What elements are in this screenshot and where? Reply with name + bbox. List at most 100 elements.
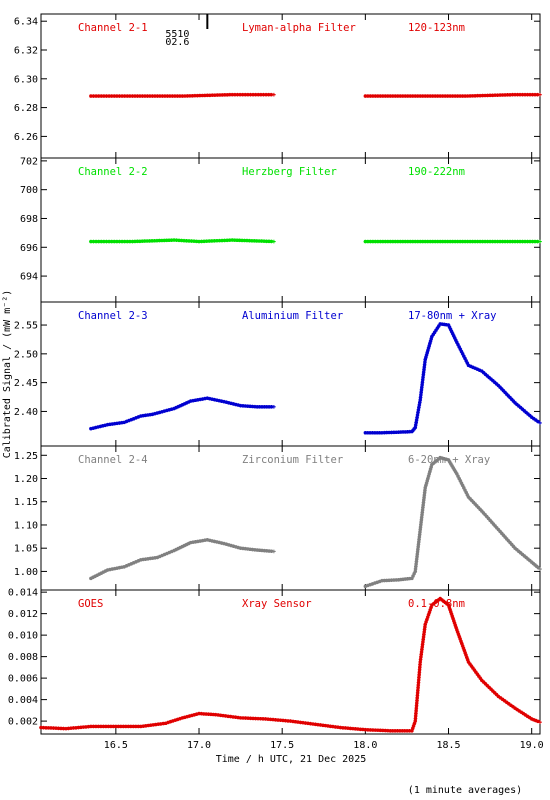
data-point [128,94,132,98]
data-point [141,413,145,418]
data-point [225,92,230,97]
data-point [212,539,217,544]
y-tick-label: 702 [20,156,38,167]
data-point [303,721,308,725]
data-point [456,342,460,347]
data-point [538,239,542,244]
data-point [250,404,255,409]
data-point [348,726,353,731]
data-point [481,511,486,515]
data-point [157,410,162,415]
data-point [448,239,452,244]
data-point [318,723,323,727]
data-point [438,455,442,460]
data-point [488,239,492,244]
data-point [383,239,388,244]
data-point [487,685,491,690]
data-point [466,660,471,664]
data-point [431,461,436,465]
data-point [193,540,198,544]
data-point [173,718,178,722]
panel-label: GOES [78,598,103,610]
data-point [518,405,523,410]
data-point [238,716,243,720]
data-point [424,355,428,360]
data-point [115,566,119,570]
data-point [119,724,123,729]
data-point [377,430,382,435]
data-point [102,239,106,244]
data-point [375,430,380,435]
data-point [426,474,431,478]
data-point [108,422,112,427]
data-point [480,93,485,98]
panel-label: 6-20nm + Xray [408,454,490,466]
data-point [184,542,189,547]
data-point [408,94,413,98]
data-point [479,678,484,683]
data-point [235,92,240,97]
data-point [400,94,405,98]
data-point [395,728,400,733]
data-point [358,727,363,732]
data-point [481,370,486,375]
data-point [450,94,455,98]
y-tick-label: 0.010 [8,631,38,642]
data-point [168,719,173,724]
data-point [496,383,501,388]
data-point [150,94,155,98]
data-point [248,716,253,721]
data-point [528,413,532,418]
data-point [248,547,252,552]
data-point [134,724,138,729]
y-tick-label: 1.20 [14,474,38,485]
data-point [150,239,154,243]
data-point [253,404,257,409]
data-point [420,645,425,649]
data-point [200,397,205,401]
data-point [371,239,375,244]
data-point [162,552,167,557]
data-point [262,239,266,243]
data-point [353,727,358,731]
footnote: (1 minute averages) [408,785,522,796]
data-point [255,548,260,552]
data-point [483,512,487,517]
data-point [221,713,225,718]
data-point [240,92,245,97]
data-point [147,239,152,243]
data-point [165,408,169,413]
data-point [425,615,430,619]
data-point [236,403,241,407]
data-point [418,657,423,662]
data-point [235,238,239,243]
data-point [538,720,542,724]
data-point [250,547,255,552]
data-point [169,549,174,554]
data-point [528,92,532,97]
data-point [418,94,423,98]
data-point [465,657,470,662]
data-point [363,584,368,589]
data-point [414,420,418,425]
x-axis-title: Time / h UTC, 21 Dec 2025 [216,754,367,765]
data-point [508,92,512,97]
data-point [418,665,422,669]
data-point [207,239,212,243]
data-point [465,361,470,365]
panel-frame [40,589,541,735]
data-point [520,552,525,557]
data-point [420,383,424,387]
data-point [148,412,152,417]
data-point [422,627,427,632]
data-point [485,239,490,244]
data-point [229,401,233,406]
data-point [94,239,98,244]
data-point [449,329,454,334]
data-point [145,94,150,98]
data-point [495,239,500,244]
data-point [238,403,243,408]
data-point [462,648,467,653]
data-point [530,92,535,97]
data-point [414,703,419,708]
